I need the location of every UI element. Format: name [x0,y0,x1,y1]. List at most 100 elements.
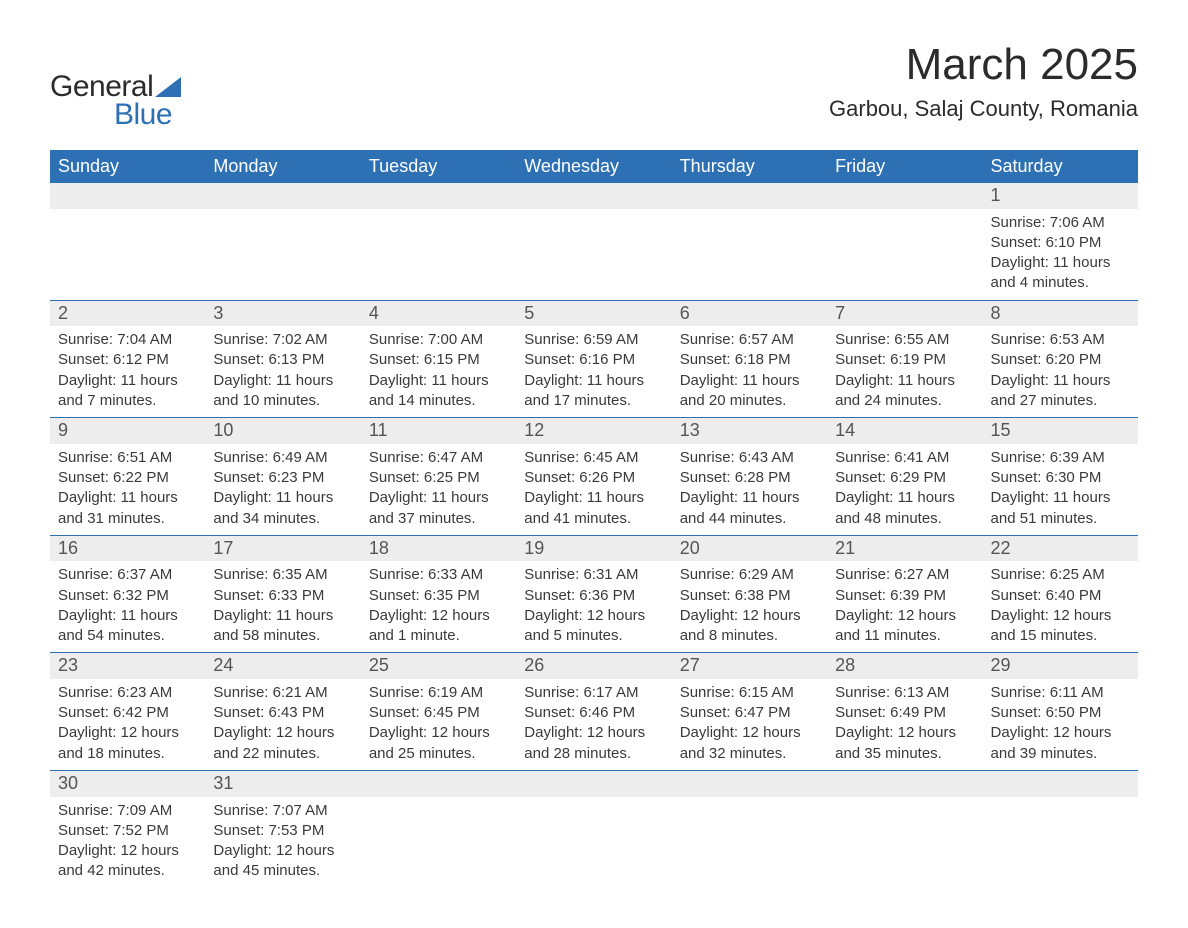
daylight-line2: and 1 minute. [369,626,508,646]
sunrise: Sunrise: 7:00 AM [369,330,508,350]
day-cell: 14Sunrise: 6:41 AMSunset: 6:29 PMDayligh… [827,418,982,536]
sunset: Sunset: 6:22 PM [58,468,197,488]
daylight-line1: Daylight: 11 hours [369,488,508,508]
location: Garbou, Salaj County, Romania [829,96,1138,122]
sunset: Sunset: 6:13 PM [213,350,352,370]
day-number: 17 [205,536,360,562]
day-cell: 22Sunrise: 6:25 AMSunset: 6:40 PMDayligh… [983,535,1138,653]
sunrise: Sunrise: 7:07 AM [213,801,352,821]
logo-text-blue: Blue [114,98,181,132]
daylight-line1: Daylight: 12 hours [58,841,197,861]
dow-thursday: Thursday [672,150,827,183]
daylight-line1: Daylight: 12 hours [213,723,352,743]
day-number: 23 [50,653,205,679]
day-number: 21 [827,536,982,562]
day-cell [983,770,1138,887]
day-number: 8 [983,301,1138,327]
day-content: Sunrise: 7:06 AMSunset: 6:10 PMDaylight:… [983,209,1138,300]
daylight-line2: and 37 minutes. [369,509,508,529]
logo: General Blue [50,70,181,132]
day-number [50,183,205,209]
day-number: 5 [516,301,671,327]
daylight-line1: Daylight: 11 hours [213,371,352,391]
sunrise: Sunrise: 6:43 AM [680,448,819,468]
sunrise: Sunrise: 6:19 AM [369,683,508,703]
daylight-line1: Daylight: 12 hours [991,723,1130,743]
day-content: Sunrise: 6:27 AMSunset: 6:39 PMDaylight:… [827,561,982,652]
daylight-line1: Daylight: 12 hours [213,841,352,861]
day-content: Sunrise: 6:51 AMSunset: 6:22 PMDaylight:… [50,444,205,535]
day-cell: 18Sunrise: 6:33 AMSunset: 6:35 PMDayligh… [361,535,516,653]
sunset: Sunset: 6:26 PM [524,468,663,488]
day-number [361,771,516,797]
day-content: Sunrise: 6:15 AMSunset: 6:47 PMDaylight:… [672,679,827,770]
daylight-line1: Daylight: 12 hours [835,606,974,626]
sunset: Sunset: 6:18 PM [680,350,819,370]
sunrise: Sunrise: 6:29 AM [680,565,819,585]
sunrise: Sunrise: 6:25 AM [991,565,1130,585]
dow-sunday: Sunday [50,150,205,183]
day-cell [361,770,516,887]
day-number [516,771,671,797]
daylight-line2: and 4 minutes. [991,273,1130,293]
sunrise: Sunrise: 7:09 AM [58,801,197,821]
day-cell: 25Sunrise: 6:19 AMSunset: 6:45 PMDayligh… [361,653,516,771]
daylight-line1: Daylight: 11 hours [991,371,1130,391]
sunrise: Sunrise: 6:39 AM [991,448,1130,468]
day-cell [672,770,827,887]
daylight-line2: and 20 minutes. [680,391,819,411]
sunset: Sunset: 6:43 PM [213,703,352,723]
daylight-line2: and 25 minutes. [369,744,508,764]
daylight-line1: Daylight: 12 hours [524,606,663,626]
day-cell: 20Sunrise: 6:29 AMSunset: 6:38 PMDayligh… [672,535,827,653]
day-number: 1 [983,183,1138,209]
day-content: Sunrise: 7:00 AMSunset: 6:15 PMDaylight:… [361,326,516,417]
sunset: Sunset: 6:40 PM [991,586,1130,606]
day-cell: 12Sunrise: 6:45 AMSunset: 6:26 PMDayligh… [516,418,671,536]
sunrise: Sunrise: 6:41 AM [835,448,974,468]
day-number [672,183,827,209]
day-content: Sunrise: 6:49 AMSunset: 6:23 PMDaylight:… [205,444,360,535]
day-content: Sunrise: 6:23 AMSunset: 6:42 PMDaylight:… [50,679,205,770]
day-cell: 19Sunrise: 6:31 AMSunset: 6:36 PMDayligh… [516,535,671,653]
daylight-line2: and 24 minutes. [835,391,974,411]
sunrise: Sunrise: 7:06 AM [991,213,1130,233]
day-number: 7 [827,301,982,327]
sunrise: Sunrise: 6:57 AM [680,330,819,350]
day-number [827,183,982,209]
sunset: Sunset: 6:28 PM [680,468,819,488]
day-content: Sunrise: 7:07 AMSunset: 7:53 PMDaylight:… [205,797,360,888]
sunset: Sunset: 6:36 PM [524,586,663,606]
day-content: Sunrise: 6:41 AMSunset: 6:29 PMDaylight:… [827,444,982,535]
day-number: 22 [983,536,1138,562]
dow-monday: Monday [205,150,360,183]
day-cell [516,183,671,300]
dow-tuesday: Tuesday [361,150,516,183]
day-content: Sunrise: 7:04 AMSunset: 6:12 PMDaylight:… [50,326,205,417]
week-row: 2Sunrise: 7:04 AMSunset: 6:12 PMDaylight… [50,300,1138,418]
sunset: Sunset: 6:32 PM [58,586,197,606]
day-content: Sunrise: 6:59 AMSunset: 6:16 PMDaylight:… [516,326,671,417]
daylight-line2: and 48 minutes. [835,509,974,529]
day-content: Sunrise: 6:53 AMSunset: 6:20 PMDaylight:… [983,326,1138,417]
sunset: Sunset: 6:20 PM [991,350,1130,370]
daylight-line1: Daylight: 12 hours [369,723,508,743]
day-cell: 16Sunrise: 6:37 AMSunset: 6:32 PMDayligh… [50,535,205,653]
page-header: General Blue March 2025 Garbou, Salaj Co… [50,40,1138,132]
sunrise: Sunrise: 6:17 AM [524,683,663,703]
day-cell: 21Sunrise: 6:27 AMSunset: 6:39 PMDayligh… [827,535,982,653]
day-number: 29 [983,653,1138,679]
day-number: 12 [516,418,671,444]
daylight-line1: Daylight: 12 hours [58,723,197,743]
day-cell: 17Sunrise: 6:35 AMSunset: 6:33 PMDayligh… [205,535,360,653]
sunset: Sunset: 6:46 PM [524,703,663,723]
day-content: Sunrise: 6:33 AMSunset: 6:35 PMDaylight:… [361,561,516,652]
day-cell [672,183,827,300]
sunrise: Sunrise: 6:53 AM [991,330,1130,350]
daylight-line2: and 58 minutes. [213,626,352,646]
daylight-line2: and 35 minutes. [835,744,974,764]
day-number [361,183,516,209]
day-cell: 11Sunrise: 6:47 AMSunset: 6:25 PMDayligh… [361,418,516,536]
day-number: 13 [672,418,827,444]
day-number: 15 [983,418,1138,444]
